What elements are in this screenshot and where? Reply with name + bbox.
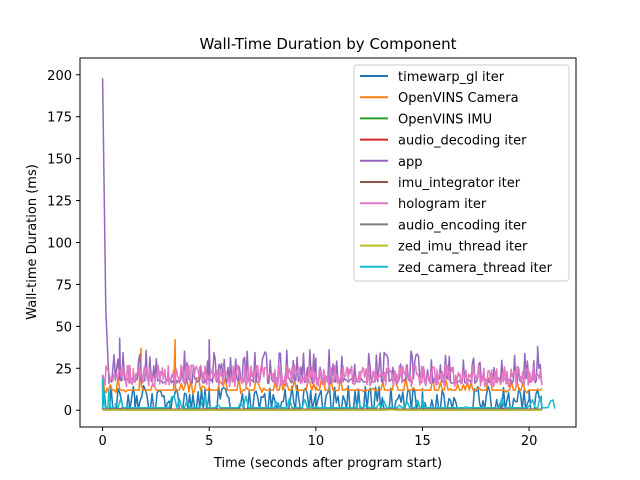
legend-label: audio_encoding iter <box>398 218 527 233</box>
legend: timewarp_gl iter OpenVINS Camera OpenVINS … <box>353 64 570 282</box>
x-axis-label: Time (seconds after program start) <box>213 456 442 471</box>
legend-label: hologram iter <box>398 197 487 212</box>
y-axis-label: Wall-time Duration (ms) <box>25 164 40 320</box>
x-tick-label: 5 <box>205 434 213 449</box>
x-tick-label: 15 <box>414 434 431 449</box>
legend-label: OpenVINS Camera <box>398 91 519 106</box>
legend-label: OpenVINS IMU <box>398 112 492 127</box>
y-tick-label: 175 <box>47 111 72 126</box>
y-tick-label: 150 <box>47 153 72 168</box>
legend-label: zed_camera_thread iter <box>398 261 553 276</box>
x-tick-label: 10 <box>308 434 325 449</box>
legend-label: app <box>398 155 422 170</box>
y-tick-label: 75 <box>55 278 72 293</box>
series-line-9 <box>101 377 556 409</box>
legend-box <box>353 64 570 282</box>
legend-label: audio_decoding iter <box>398 134 527 149</box>
x-axis: 0 5 10 15 20 <box>98 427 537 449</box>
y-axis: 0 25 50 75 100 125 150 175 200 <box>47 69 80 419</box>
y-tick-label: 200 <box>47 69 72 84</box>
y-tick-label: 0 <box>64 404 72 419</box>
legend-label: timewarp_gl iter <box>398 70 505 85</box>
series-line-1 <box>101 339 543 395</box>
series-line-6 <box>101 364 543 388</box>
y-tick-label: 125 <box>47 195 72 210</box>
y-tick-label: 50 <box>55 320 72 335</box>
legend-label: zed_imu_thread iter <box>398 240 528 255</box>
y-tick-label: 25 <box>55 362 72 377</box>
x-tick-label: 20 <box>521 434 538 449</box>
x-tick-label: 0 <box>98 434 106 449</box>
legend-label: imu_integrator iter <box>398 176 521 191</box>
y-tick-label: 100 <box>47 237 72 252</box>
plot-area <box>101 78 556 411</box>
chart-title: Wall-Time Duration by Component <box>199 35 456 53</box>
